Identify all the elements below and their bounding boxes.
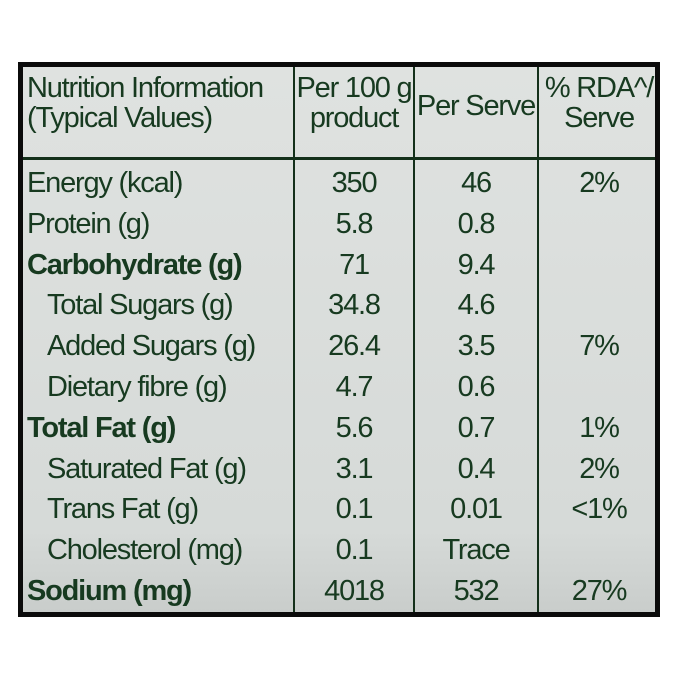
table-row: Trans Fat (g) 0.1 0.01 <1% xyxy=(23,491,655,532)
header-line: Per 100 g xyxy=(296,72,413,104)
rda-value: 2% xyxy=(579,167,620,199)
rda-value: 27% xyxy=(571,575,628,607)
per-serve-value: 0.01 xyxy=(450,493,503,526)
column-divider xyxy=(537,67,539,612)
table-row: Sodium (mg) 4018 532 27% xyxy=(23,573,655,614)
nutrient-label: Added Sugars (g) xyxy=(47,330,256,363)
per-100g-value: 3.1 xyxy=(335,452,374,485)
nutrient-label: Protein (g) xyxy=(27,207,150,240)
header-divider xyxy=(23,157,655,160)
table-row: Total Fat (g) 5.6 0.7 1% xyxy=(23,410,655,451)
rda-value: <1% xyxy=(571,493,627,526)
per-serve-value: 3.5 xyxy=(457,330,496,363)
table-row: Total Sugars (g) 34.8 4.6 xyxy=(23,287,655,328)
per-serve-value: 0.6 xyxy=(457,371,496,403)
per-100g-value: 4018 xyxy=(324,575,385,607)
per-serve-value: Trace xyxy=(442,534,510,567)
nutrition-table: Nutrition Information (Typical Values) P… xyxy=(18,62,660,617)
nutrient-label: Sodium (mg) xyxy=(27,575,192,607)
nutrient-label: Trans Fat (g) xyxy=(47,493,199,526)
header-nutrition-information: Nutrition Information (Typical Values) xyxy=(27,72,264,134)
table-row: Protein (g) 5.8 0.8 xyxy=(23,206,655,247)
per-serve-value: 0.8 xyxy=(457,207,496,240)
table-row: Cholesterol (mg) 0.1 Trace xyxy=(23,532,655,573)
table-row: Carbohydrate (g) 71 9.4 xyxy=(23,247,655,288)
nutrient-label: Carbohydrate (g) xyxy=(27,248,243,281)
per-100g-value: 5.8 xyxy=(335,207,374,240)
per-serve-value: 4.6 xyxy=(457,289,496,322)
per-serve-value: 46 xyxy=(461,167,492,199)
table-row: Added Sugars (g) 26.4 3.5 7% xyxy=(23,328,655,369)
per-100g-value: 0.1 xyxy=(335,534,374,567)
per-100g-value: 71 xyxy=(339,248,370,281)
rda-value: 1% xyxy=(579,411,620,444)
table-row: Saturated Fat (g) 3.1 0.4 2% xyxy=(23,451,655,492)
per-100g-value: 5.6 xyxy=(335,411,374,444)
per-serve-value: 0.7 xyxy=(457,411,496,444)
header-line: Serve xyxy=(564,102,635,134)
nutrient-label: Dietary fibre (g) xyxy=(47,371,228,403)
header-line: Nutrition Information xyxy=(27,72,264,104)
nutrient-label: Cholesterol (mg) xyxy=(47,534,243,567)
table-row: Dietary fibre (g) 4.7 0.6 xyxy=(23,369,655,410)
column-divider xyxy=(413,67,415,612)
header-per-100g: Per 100 g product xyxy=(296,72,413,134)
per-100g-value: 34.8 xyxy=(328,289,381,322)
nutrient-label: Total Sugars (g) xyxy=(47,289,234,322)
per-100g-value: 0.1 xyxy=(335,493,374,526)
per-serve-value: 532 xyxy=(453,575,500,607)
per-serve-value: 9.4 xyxy=(457,248,496,281)
per-100g-value: 350 xyxy=(331,167,378,199)
header-line: % RDA^/ xyxy=(544,72,655,104)
rda-value: 7% xyxy=(579,330,620,363)
nutrient-label: Total Fat (g) xyxy=(27,411,176,444)
per-100g-value: 26.4 xyxy=(328,330,381,363)
nutrient-label: Energy (kcal) xyxy=(27,167,183,199)
header-rda: % RDA^/ Serve xyxy=(544,72,655,134)
header-line: (Typical Values) xyxy=(27,102,213,134)
rda-value: 2% xyxy=(579,452,620,485)
per-serve-value: 0.4 xyxy=(457,452,496,485)
column-divider xyxy=(293,67,295,612)
header-line: product xyxy=(309,102,400,134)
table-row: Energy (kcal) 350 46 2% xyxy=(23,165,655,206)
nutrient-label: Saturated Fat (g) xyxy=(47,452,247,485)
header-per-serve: Per Serve xyxy=(416,90,536,122)
per-100g-value: 4.7 xyxy=(335,371,374,403)
